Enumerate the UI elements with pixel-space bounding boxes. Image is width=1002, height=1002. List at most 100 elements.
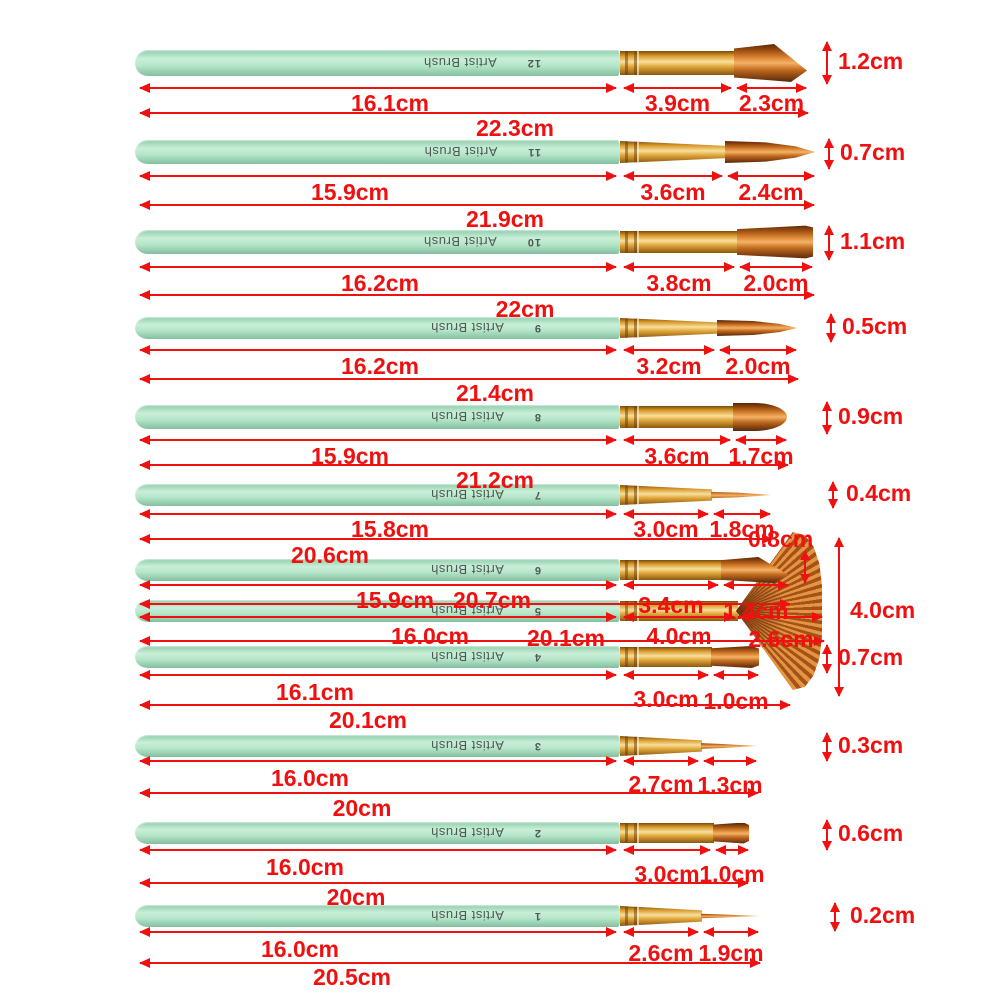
brush-6-ferrule-crimp xyxy=(634,560,637,580)
brush-3-tip xyxy=(701,743,757,749)
brush-4-brand-name: Artist Brush xyxy=(430,649,504,665)
dim-arrow-tip-1 xyxy=(703,927,759,937)
brush-1-ferrule xyxy=(620,906,702,926)
dim-label-total-length-3: 20cm xyxy=(332,795,392,821)
dim-label-tip-height-7: 0.4cm xyxy=(846,480,912,506)
brush-1-tip xyxy=(701,913,759,919)
dim-arrow-ferrule-6 xyxy=(623,580,719,590)
dim-label-tip-length-5: 2.6cm xyxy=(748,626,814,652)
dim-label-handle-length-8: 15.9cm xyxy=(310,443,390,469)
brush-2-ferrule-crimp xyxy=(625,823,628,843)
brush-4-ferrule-crimp xyxy=(634,647,637,667)
dim-arrow-handle-5 xyxy=(139,612,617,622)
dim-label-ferrule-length-3: 2.7cm xyxy=(628,771,694,797)
dim-arrow-height-11 xyxy=(824,138,834,170)
dim-arrow-total-11 xyxy=(139,200,815,210)
brush-3-size-number: 3 xyxy=(533,740,541,752)
dim-arrow-handle-3 xyxy=(139,756,617,766)
dim-arrow-tip-11 xyxy=(727,171,815,181)
dim-arrow-handle-1 xyxy=(139,927,617,937)
brush-2-ferrule-crimp xyxy=(634,823,637,843)
dim-arrow-height-6 xyxy=(800,550,810,584)
dim-arrow-total-4 xyxy=(139,700,791,710)
dim-arrow-ferrule-10 xyxy=(623,262,735,272)
dim-arrow-height-3 xyxy=(822,732,832,762)
brush-9-size-number: 9 xyxy=(533,322,541,334)
dim-label-ferrule-length-7: 3.0cm xyxy=(633,516,699,542)
brush-9-ferrule xyxy=(620,318,718,338)
dim-arrow-ferrule-1 xyxy=(623,927,699,937)
dim-label-handle-length-5: 16.0cm xyxy=(390,623,470,649)
brush-9-brand-name: Artist Brush xyxy=(430,320,504,336)
brush-6-brand-name: Artist Brush xyxy=(430,562,504,578)
brush-4-size-number: 4 xyxy=(533,651,541,663)
dim-arrow-tip-10 xyxy=(739,262,813,272)
brush-7-handle: 7 Artist Brush xyxy=(135,484,620,506)
dim-arrow-tip-9 xyxy=(719,345,797,355)
brush-8-brand-name: Artist Brush xyxy=(430,409,504,425)
dim-label-handle-length-3: 16.0cm xyxy=(270,765,350,791)
dim-arrow-total-12 xyxy=(139,108,809,118)
brush-11-ferrule-crimp xyxy=(634,141,637,163)
dim-label-tip-height-11: 0.7cm xyxy=(840,139,906,165)
dim-arrow-handle-8 xyxy=(139,435,617,445)
dim-arrow-handle-10 xyxy=(139,262,617,272)
dim-label-handle-length-1: 16.0cm xyxy=(260,936,340,962)
dim-label-tip-height-4: 0.7cm xyxy=(838,644,904,670)
brush-1-size-number: 1 xyxy=(533,910,541,922)
brush-1-handle: 1 Artist Brush xyxy=(135,905,620,927)
dim-arrow-ferrule-11 xyxy=(623,171,723,181)
brush-7-ferrule-crimp xyxy=(634,485,637,505)
brush-8-tip xyxy=(733,403,787,431)
dim-label-handle-length-6: 15.9cm xyxy=(355,587,435,613)
dim-label-tip-length-6: 1.4cm xyxy=(723,598,789,624)
brush-12-ferrule-crimp xyxy=(625,51,628,75)
dim-arrow-total-6 xyxy=(139,599,791,609)
brush-10-ferrule-crimp xyxy=(625,231,628,253)
dim-label-handle-length-11: 15.9cm xyxy=(310,179,390,205)
dim-arrow-height-4 xyxy=(822,644,832,674)
dim-label-handle-length-4: 16.1cm xyxy=(275,679,355,705)
brush-4-brand-text: 4 Artist Brush xyxy=(335,646,547,668)
brush-12-brand-name: Artist Brush xyxy=(423,55,497,71)
dim-label-total-length-11: 21.9cm xyxy=(465,206,545,232)
dim-arrow-handle-12 xyxy=(139,83,617,93)
brush-11-handle: 11 Artist Brush xyxy=(135,140,620,164)
dim-label-tip-height-1: 0.2cm xyxy=(850,902,916,928)
brush-8-size-number: 8 xyxy=(533,411,541,423)
dim-arrow-handle-2 xyxy=(139,845,617,855)
brush-12-size-number: 12 xyxy=(526,57,541,69)
dim-label-handle-length-7: 15.8cm xyxy=(350,516,430,542)
brush-12-tip xyxy=(734,44,807,82)
dim-label-total-length-6: 20.7cm xyxy=(452,587,532,613)
brush-8-brand-text: 8 Artist Brush xyxy=(335,405,547,429)
dim-arrow-height-8 xyxy=(822,401,832,435)
dim-label-total-length-4: 20.1cm xyxy=(328,707,408,733)
dim-label-tip-length-8: 1.7cm xyxy=(728,443,794,469)
brush-11-brand-name: Artist Brush xyxy=(424,144,498,160)
dim-label-tip-height-5: 4.0cm xyxy=(850,597,916,623)
dim-label-total-length-8: 21.2cm xyxy=(455,467,535,493)
brush-6-ferrule-crimp xyxy=(625,560,628,580)
brush-11-tip xyxy=(725,141,815,163)
dim-arrow-total-7 xyxy=(139,534,773,544)
brush-2-size-number: 2 xyxy=(533,827,541,839)
brush-10-tip xyxy=(737,225,813,259)
brush-10-ferrule-crimp xyxy=(634,231,637,253)
dim-arrow-tip-8 xyxy=(735,435,787,445)
brush-1-ferrule-crimp xyxy=(634,906,637,926)
brush-7-tip xyxy=(711,491,771,499)
dim-label-tip-height-6: 0.8cm xyxy=(748,526,814,552)
brush-2-brand-name: Artist Brush xyxy=(430,825,504,841)
dim-arrow-total-3 xyxy=(139,788,759,798)
dim-label-ferrule-length-10: 3.8cm xyxy=(646,270,712,296)
brush-2-handle: 2 Artist Brush xyxy=(135,822,620,844)
brush-12-handle: 12 Artist Brush xyxy=(135,50,620,76)
dim-label-tip-length-12: 2.3cm xyxy=(738,90,805,116)
dim-label-ferrule-length-12: 3.9cm xyxy=(644,90,711,116)
brush-8-ferrule-crimp xyxy=(634,406,637,428)
brush-10-brand-text: 10 Artist Brush xyxy=(335,230,547,254)
brush-3-handle: 3 Artist Brush xyxy=(135,735,620,757)
brush-4-ferrule xyxy=(620,647,712,667)
